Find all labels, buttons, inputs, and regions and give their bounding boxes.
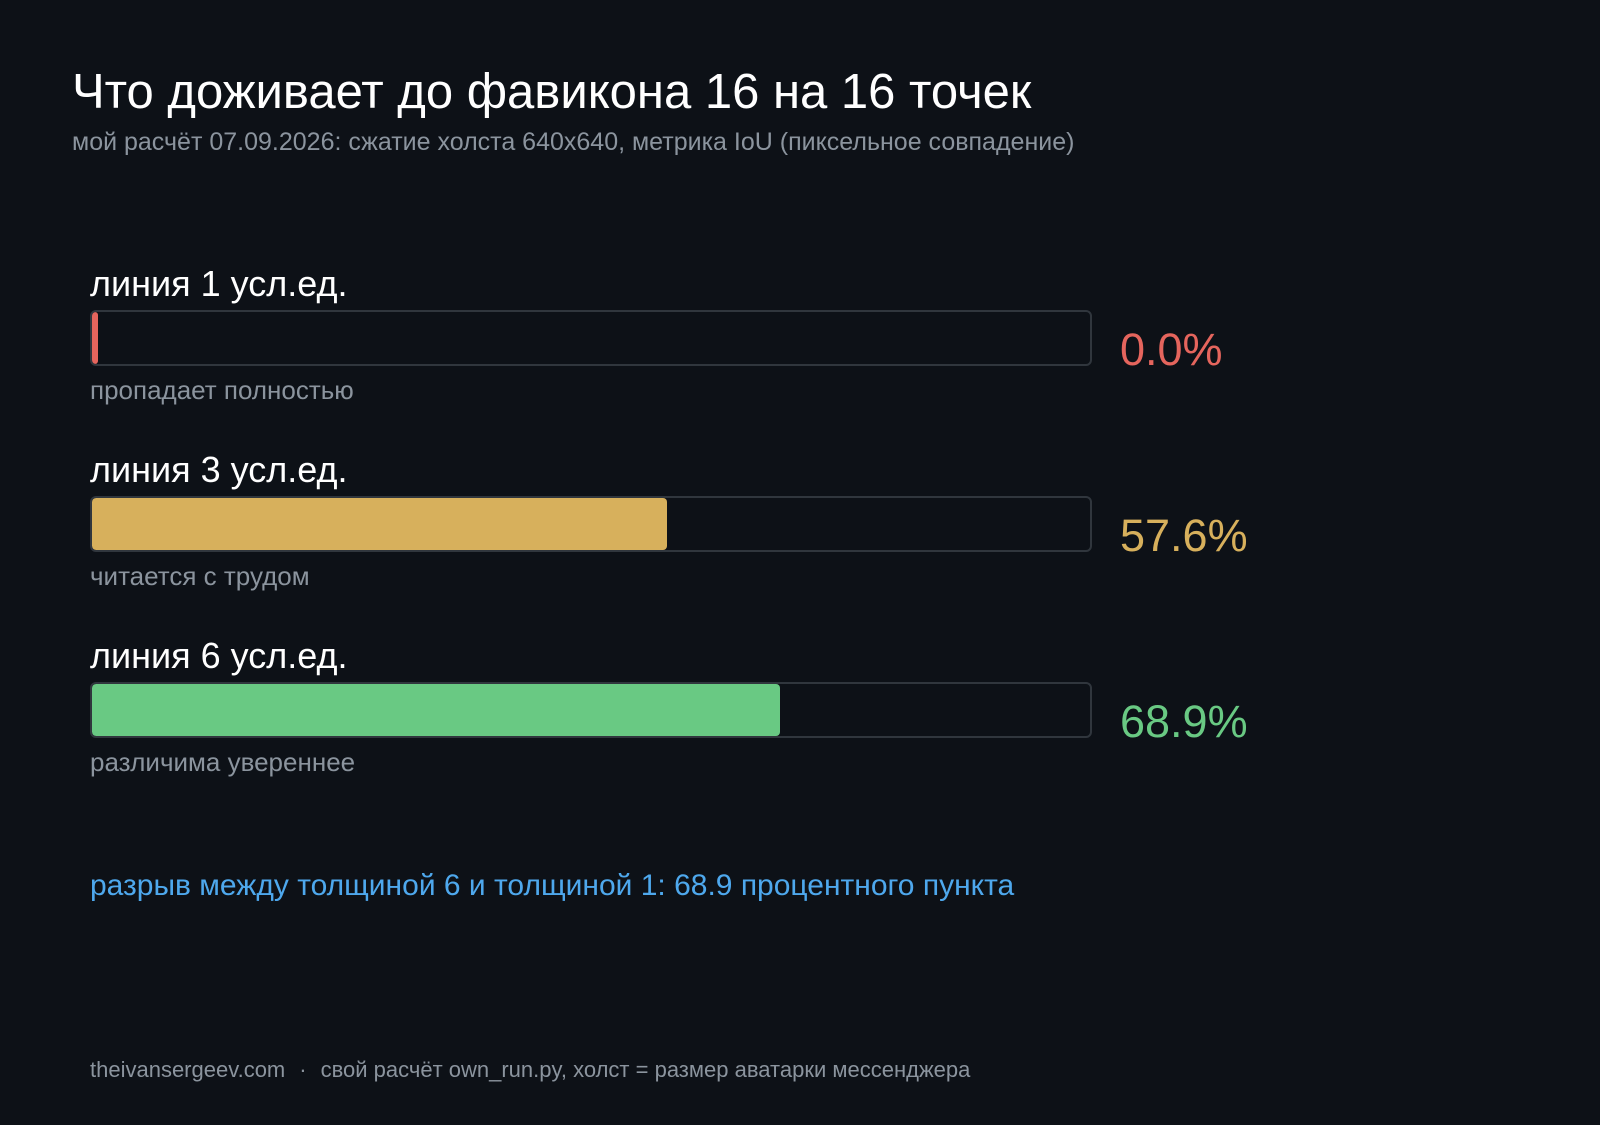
footer-text: свой расчёт own_run.py, холст = размер а… bbox=[320, 1057, 971, 1082]
bar-value-label: 68.9% bbox=[1120, 696, 1248, 747]
bar-track bbox=[90, 310, 1092, 366]
bar-category-label: линия 1 усл.ед. bbox=[90, 263, 348, 304]
bar-track bbox=[90, 496, 1092, 552]
bar-fill bbox=[92, 498, 667, 550]
bar-value-label: 57.6% bbox=[1120, 510, 1248, 561]
bar-value-label: 0.0% bbox=[1120, 324, 1223, 375]
bar-note: читается с трудом bbox=[90, 561, 310, 591]
chart-subtitle: мой расчёт 07.09.2026: сжатие холста 640… bbox=[72, 128, 1075, 156]
bar-row: линия 1 усл.ед. 0.0% пропадает полностью bbox=[90, 262, 1290, 432]
bar-note: пропадает полностью bbox=[90, 375, 354, 405]
footer: theivansergeev.com · свой расчёт own_run.p… bbox=[90, 1055, 970, 1085]
chart-title: Что доживает до фавикона 16 на 16 точек bbox=[72, 65, 1032, 119]
bar-fill bbox=[92, 312, 98, 364]
bar-row: линия 6 усл.ед. 68.9% различима увереннее bbox=[90, 634, 1290, 804]
footer-site: theivansergeev.com bbox=[90, 1057, 286, 1082]
footer-separator: · bbox=[299, 1057, 307, 1082]
bar-category-label: линия 3 усл.ед. bbox=[90, 449, 348, 490]
bar-track bbox=[90, 682, 1092, 738]
bar-fill bbox=[92, 684, 780, 736]
bar-note: различима увереннее bbox=[90, 747, 356, 777]
bar-row: линия 3 усл.ед. 57.6% читается с трудом bbox=[90, 448, 1290, 618]
bar-category-label: линия 6 усл.ед. bbox=[90, 635, 348, 676]
gap-annotation: разрыв между толщиной 6 и толщиной 1: 68… bbox=[90, 869, 1015, 902]
